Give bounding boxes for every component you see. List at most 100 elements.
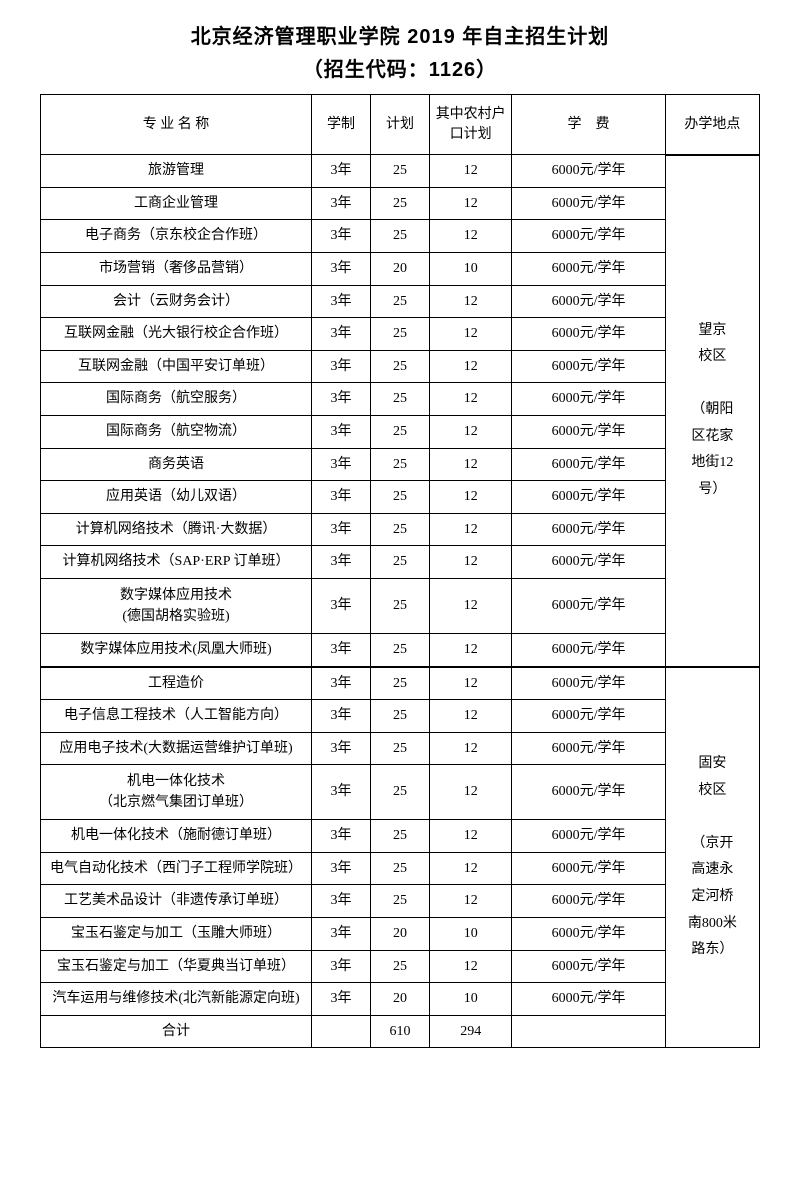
cell-major: 数字媒体应用技术(德国胡格实验班)	[41, 578, 312, 633]
cell-tuition: 6000元/学年	[512, 578, 665, 633]
cell-major: 国际商务（航空服务）	[41, 383, 312, 416]
cell-plan: 25	[371, 285, 430, 318]
cell-major: 旅游管理	[41, 155, 312, 188]
cell-duration: 3年	[312, 820, 371, 853]
cell-rural: 12	[429, 187, 512, 220]
cell-tuition: 6000元/学年	[512, 765, 665, 820]
cell-major: 电子商务（京东校企合作班）	[41, 220, 312, 253]
cell-plan: 25	[371, 820, 430, 853]
cell-duration: 3年	[312, 155, 371, 188]
cell-tuition: 6000元/学年	[512, 950, 665, 983]
cell-rural: 10	[429, 918, 512, 951]
cell-rural: 12	[429, 285, 512, 318]
cell-plan: 25	[371, 350, 430, 383]
table-row: 互联网金融（光大银行校企合作班）3年25126000元/学年	[41, 318, 760, 351]
cell-duration: 3年	[312, 187, 371, 220]
cell-rural: 12	[429, 481, 512, 514]
cell-major: 工商企业管理	[41, 187, 312, 220]
cell-total-label: 合计	[41, 1015, 312, 1048]
cell-major: 互联网金融（中国平安订单班）	[41, 350, 312, 383]
cell-rural: 12	[429, 667, 512, 700]
cell-rural: 12	[429, 448, 512, 481]
cell-total-tuition	[512, 1015, 665, 1048]
cell-tuition: 6000元/学年	[512, 820, 665, 853]
cell-rural: 12	[429, 820, 512, 853]
cell-tuition: 6000元/学年	[512, 448, 665, 481]
cell-major: 计算机网络技术（SAP·ERP 订单班）	[41, 546, 312, 579]
cell-duration: 3年	[312, 633, 371, 666]
cell-tuition: 6000元/学年	[512, 155, 665, 188]
cell-duration: 3年	[312, 983, 371, 1016]
cell-rural: 12	[429, 852, 512, 885]
page-subtitle: （招生代码：1126）	[40, 53, 760, 82]
header-plan: 计划	[371, 95, 430, 155]
cell-major: 应用英语（幼儿双语）	[41, 481, 312, 514]
cell-rural: 12	[429, 318, 512, 351]
cell-tuition: 6000元/学年	[512, 918, 665, 951]
cell-tuition: 6000元/学年	[512, 667, 665, 700]
cell-major: 电子信息工程技术（人工智能方向）	[41, 700, 312, 733]
cell-tuition: 6000元/学年	[512, 481, 665, 514]
cell-duration: 3年	[312, 383, 371, 416]
cell-rural: 12	[429, 700, 512, 733]
table-header-row: 专 业 名 称 学制 计划 其中农村户口计划 学 费 办学地点	[41, 95, 760, 155]
cell-total-rural: 294	[429, 1015, 512, 1048]
cell-plan: 25	[371, 187, 430, 220]
cell-plan: 20	[371, 252, 430, 285]
cell-plan: 25	[371, 578, 430, 633]
cell-rural: 10	[429, 252, 512, 285]
header-duration: 学制	[312, 95, 371, 155]
cell-plan: 25	[371, 155, 430, 188]
cell-major: 机电一体化技术（北京燃气集团订单班）	[41, 765, 312, 820]
table-row: 机电一体化技术（北京燃气集团订单班）3年25126000元/学年	[41, 765, 760, 820]
cell-major: 市场营销（奢侈品营销）	[41, 252, 312, 285]
cell-tuition: 6000元/学年	[512, 220, 665, 253]
cell-plan: 25	[371, 513, 430, 546]
cell-duration: 3年	[312, 885, 371, 918]
cell-rural: 12	[429, 732, 512, 765]
cell-tuition: 6000元/学年	[512, 318, 665, 351]
table-row-total: 合计 610294	[41, 1015, 760, 1048]
cell-duration: 3年	[312, 481, 371, 514]
table-row: 计算机网络技术（腾讯·大数据）3年25126000元/学年	[41, 513, 760, 546]
cell-tuition: 6000元/学年	[512, 415, 665, 448]
cell-major: 宝玉石鉴定与加工（玉雕大师班）	[41, 918, 312, 951]
cell-tuition: 6000元/学年	[512, 885, 665, 918]
table-row: 电子信息工程技术（人工智能方向）3年25126000元/学年	[41, 700, 760, 733]
cell-plan: 25	[371, 546, 430, 579]
cell-duration: 3年	[312, 667, 371, 700]
header-major: 专 业 名 称	[41, 95, 312, 155]
cell-plan: 25	[371, 700, 430, 733]
cell-tuition: 6000元/学年	[512, 285, 665, 318]
header-tuition: 学 费	[512, 95, 665, 155]
header-location: 办学地点	[665, 95, 759, 155]
cell-rural: 12	[429, 383, 512, 416]
cell-duration: 3年	[312, 285, 371, 318]
cell-duration: 3年	[312, 578, 371, 633]
table-row: 国际商务（航空服务）3年25126000元/学年	[41, 383, 760, 416]
cell-major: 互联网金融（光大银行校企合作班）	[41, 318, 312, 351]
table-row: 旅游管理3年25126000元/学年望京校区（朝阳区花家地街12号）	[41, 155, 760, 188]
cell-rural: 12	[429, 415, 512, 448]
cell-rural: 10	[429, 983, 512, 1016]
cell-major: 数字媒体应用技术(凤凰大师班)	[41, 633, 312, 666]
cell-plan: 25	[371, 667, 430, 700]
cell-total-duration	[312, 1015, 371, 1048]
cell-plan: 25	[371, 415, 430, 448]
cell-plan: 25	[371, 448, 430, 481]
cell-major: 计算机网络技术（腾讯·大数据）	[41, 513, 312, 546]
cell-duration: 3年	[312, 700, 371, 733]
cell-plan: 25	[371, 481, 430, 514]
cell-major: 会计（云财务会计）	[41, 285, 312, 318]
cell-plan: 25	[371, 732, 430, 765]
cell-major: 工程造价	[41, 667, 312, 700]
cell-total-plan: 610	[371, 1015, 430, 1048]
cell-duration: 3年	[312, 546, 371, 579]
cell-rural: 12	[429, 220, 512, 253]
table-row: 数字媒体应用技术(凤凰大师班)3年25126000元/学年	[41, 633, 760, 666]
table-row: 汽车运用与维修技术(北汽新能源定向班)3年20106000元/学年	[41, 983, 760, 1016]
cell-major: 商务英语	[41, 448, 312, 481]
table-row: 宝玉石鉴定与加工（华夏典当订单班）3年25126000元/学年	[41, 950, 760, 983]
table-row: 电子商务（京东校企合作班）3年25126000元/学年	[41, 220, 760, 253]
cell-rural: 12	[429, 513, 512, 546]
